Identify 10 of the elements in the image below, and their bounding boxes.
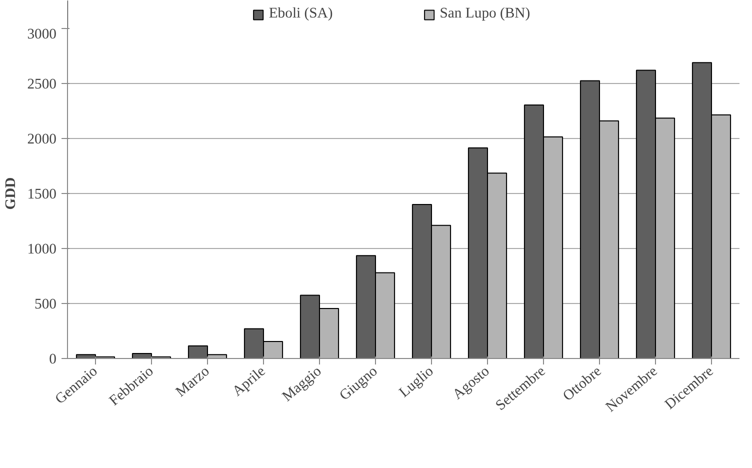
y-tick-label: 0 — [49, 352, 56, 368]
y-tick-label: 1500 — [27, 186, 56, 202]
y-tick-label: 3000 — [27, 26, 56, 42]
y-tick-label: 2000 — [27, 132, 56, 148]
y-tick-label: 500 — [34, 296, 56, 312]
y-axis-title: GDD — [3, 177, 20, 210]
y-tick-label: 1000 — [27, 242, 56, 258]
legend-label: San Lupo (BN) — [440, 6, 530, 22]
y-tick-label: 2500 — [27, 76, 56, 92]
legend-label: Eboli (SA) — [268, 6, 333, 22]
